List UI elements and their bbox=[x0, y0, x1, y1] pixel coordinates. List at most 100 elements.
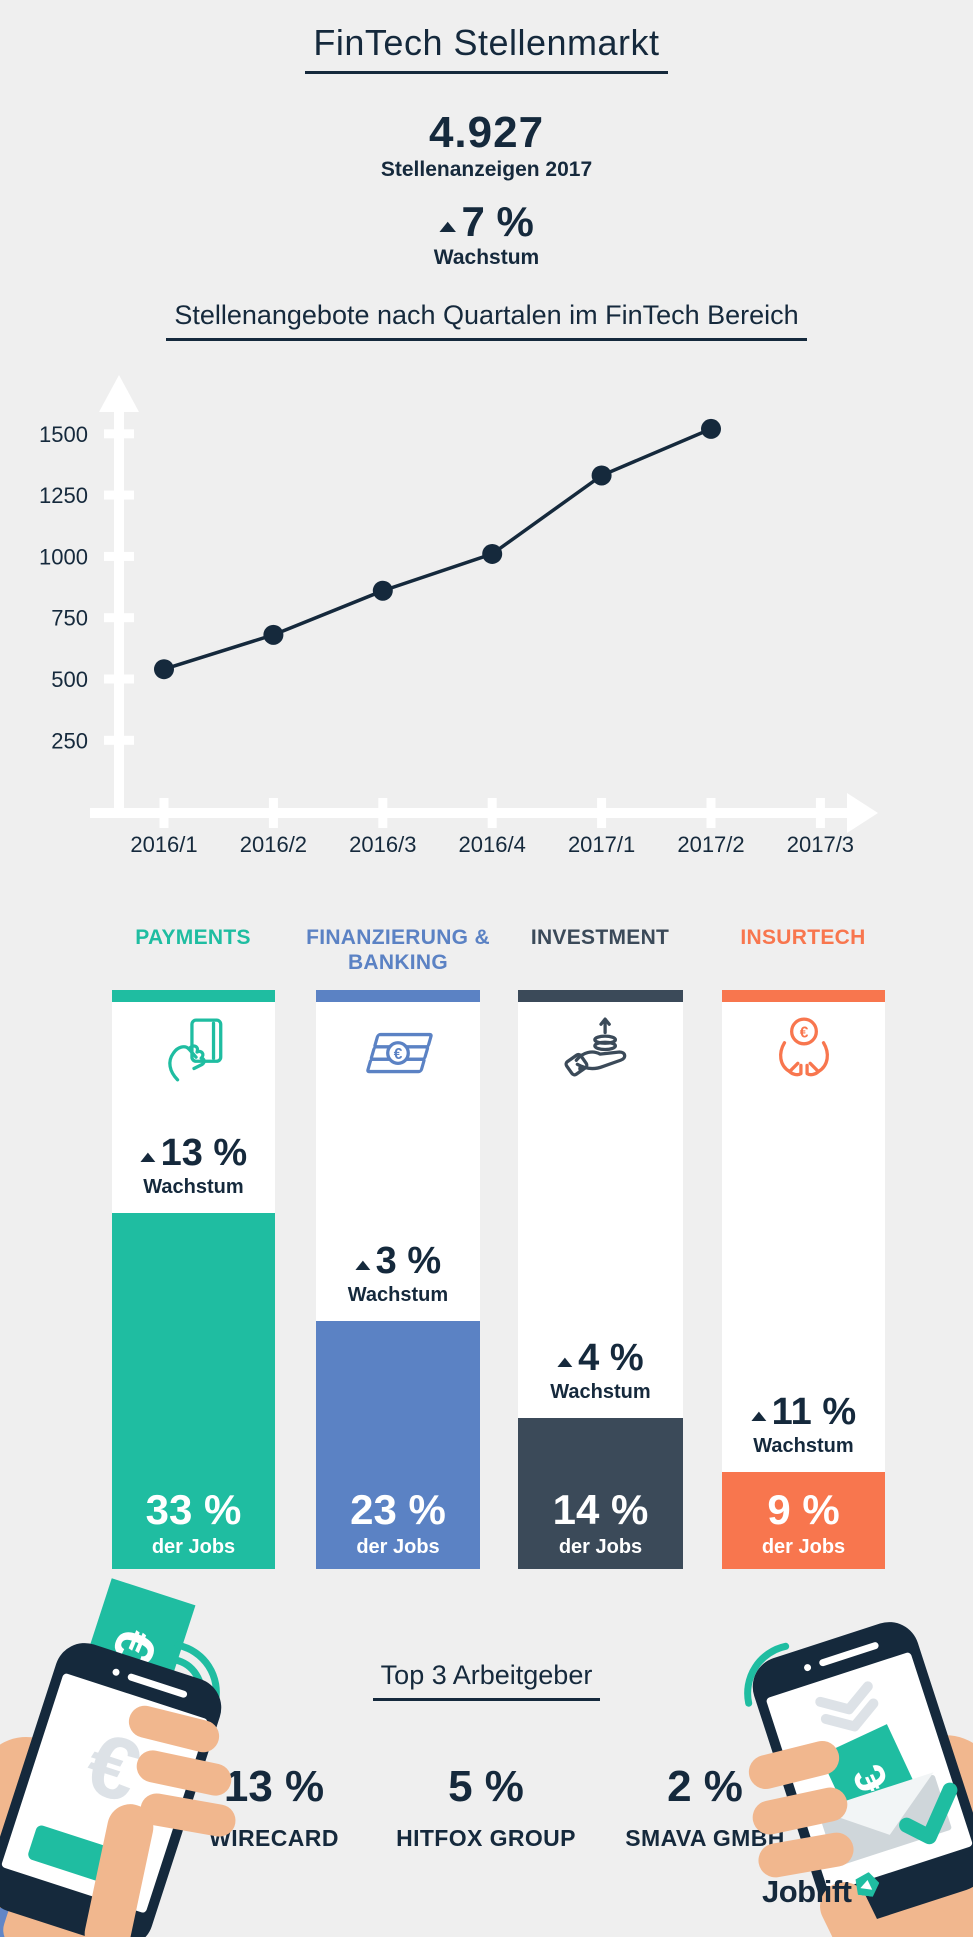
top-employers-title: Top 3 Arbeitgeber bbox=[372, 1660, 601, 1701]
camera-dot bbox=[111, 1667, 121, 1677]
up-arrow-icon: ▲ bbox=[433, 216, 462, 237]
category-header-payments: PAYMENTS bbox=[135, 926, 251, 949]
growth-label: Wachstum bbox=[347, 1284, 449, 1306]
category-cap bbox=[112, 990, 275, 1002]
checkmark-icon bbox=[899, 1782, 958, 1845]
speaker-bar bbox=[126, 1672, 188, 1699]
category-body: ▲13 % Wachstum 33 % der Jobs bbox=[112, 1002, 275, 1569]
category-header-insurtech: INSURTECH bbox=[740, 926, 866, 949]
chevron-down-icon bbox=[815, 1681, 879, 1732]
jobs-value: 23 % bbox=[350, 1486, 446, 1533]
jobs-value: 33 % bbox=[145, 1486, 242, 1533]
category-cap bbox=[316, 990, 480, 1002]
category-body: € ▲3 % Wachstum 23 % der Jobs bbox=[316, 1002, 480, 1569]
speaker-bar bbox=[818, 1641, 880, 1668]
svg-text:2017/3: 2017/3 bbox=[787, 832, 854, 857]
top-employers-title-row: Top 3 Arbeitgeber bbox=[0, 1660, 973, 1701]
jobs-label: der Jobs bbox=[151, 1536, 236, 1558]
growth-value: 11 % bbox=[771, 1391, 857, 1433]
smartphone: € bbox=[744, 1614, 973, 1934]
category-growth: ▲13 % Wachstum bbox=[112, 1134, 275, 1199]
category-growth: ▲4 % Wachstum bbox=[518, 1339, 683, 1404]
jobs-label: der Jobs bbox=[761, 1536, 846, 1558]
category-fill: 9 % der Jobs bbox=[722, 1472, 885, 1569]
svg-text:500: 500 bbox=[51, 667, 88, 692]
employer-hitfox: 5 % HITFOX GROUP bbox=[376, 1765, 596, 1852]
category-body: ▲4 % Wachstum 14 % der Jobs bbox=[518, 1002, 683, 1569]
joblift-logo: Joblift bbox=[762, 1876, 879, 1907]
phone-screen: € bbox=[765, 1651, 973, 1893]
phone-illustration-left: € € bbox=[0, 1578, 250, 1937]
employer-pct: 5 % bbox=[448, 1762, 524, 1811]
growth-label: Wachstum bbox=[753, 1435, 854, 1457]
svg-text:2016/1: 2016/1 bbox=[130, 832, 197, 857]
up-arrow-icon: ▲ bbox=[552, 1354, 578, 1372]
up-arrow-icon: ▲ bbox=[746, 1408, 772, 1426]
hand-coins-arrow-icon bbox=[563, 1014, 638, 1093]
total-jobs-value: 4.927 bbox=[428, 108, 545, 157]
growth-value: 3 % bbox=[375, 1240, 442, 1282]
svg-text:€: € bbox=[394, 1046, 403, 1063]
banknotes-icon: € bbox=[361, 1014, 435, 1093]
svg-text:2016/2: 2016/2 bbox=[240, 832, 307, 857]
envelope-icon: € bbox=[805, 1724, 958, 1868]
category-column-investment: ▲4 % Wachstum 14 % der Jobs bbox=[518, 990, 683, 1569]
employer-name: HITFOX GROUP bbox=[396, 1825, 576, 1851]
category-body: € ▲11 % Wachstum 9 % der Jobs bbox=[722, 1002, 885, 1569]
category-cap bbox=[722, 990, 885, 1002]
joblift-logo-text: Joblift bbox=[762, 1874, 852, 1909]
category-fill: 33 % der Jobs bbox=[112, 1213, 275, 1569]
up-arrow-icon: ▲ bbox=[135, 1149, 161, 1167]
phone-illustration-right: € bbox=[720, 1598, 973, 1937]
jobs-share: 23 % der Jobs bbox=[316, 1489, 480, 1559]
camera-dot bbox=[803, 1663, 812, 1672]
hands-euro-coin-icon: € bbox=[767, 1014, 841, 1093]
svg-text:1500: 1500 bbox=[39, 422, 88, 447]
jobs-value: 9 % bbox=[767, 1486, 840, 1533]
svg-text:2017/1: 2017/1 bbox=[568, 832, 635, 857]
category-header-banking: FINANZIERUNG & BANKING bbox=[306, 926, 490, 974]
hand-card-icon bbox=[157, 1014, 231, 1093]
quarterly-line-chart: 250 500 750 1000 1250 1500 2016/1 2016/2 2016/3 2… bbox=[39, 375, 878, 857]
jobs-value: 14 % bbox=[552, 1486, 649, 1533]
jobs-share: 14 % der Jobs bbox=[518, 1489, 683, 1559]
growth-value: 13 % bbox=[160, 1132, 248, 1174]
page-title-row: FinTech Stellenmarkt bbox=[0, 22, 973, 74]
category-cap bbox=[518, 990, 683, 1002]
svg-text:750: 750 bbox=[51, 606, 88, 631]
jobs-share: 33 % der Jobs bbox=[112, 1489, 275, 1559]
employer-pct: 2 % bbox=[667, 1762, 743, 1811]
total-growth: ▲7 % bbox=[0, 198, 973, 246]
category-column-payments: ▲13 % Wachstum 33 % der Jobs bbox=[112, 990, 275, 1569]
employer-pct: 13 % bbox=[223, 1762, 325, 1811]
svg-text:1000: 1000 bbox=[39, 544, 88, 569]
page-title: FinTech Stellenmarkt bbox=[305, 22, 668, 74]
growth-label: Wachstum bbox=[550, 1381, 651, 1403]
svg-text:250: 250 bbox=[51, 728, 88, 753]
chart-title: Stellenangebote nach Quartalen im FinTec… bbox=[166, 300, 807, 341]
svg-text:2016/3: 2016/3 bbox=[349, 832, 416, 857]
total-growth-label: Wachstum bbox=[433, 246, 540, 269]
jobs-label: der Jobs bbox=[356, 1536, 440, 1558]
svg-text:2016/4: 2016/4 bbox=[459, 832, 526, 857]
category-fill: 14 % der Jobs bbox=[518, 1418, 683, 1569]
total-growth-value: 7 % bbox=[461, 198, 534, 245]
category-header-investment: INVESTMENT bbox=[530, 926, 670, 949]
growth-value: 4 % bbox=[578, 1337, 644, 1379]
jobs-share: 9 % der Jobs bbox=[722, 1489, 885, 1559]
employer-wirecard: 13 % WIRECARD bbox=[164, 1765, 384, 1852]
category-fill: 23 % der Jobs bbox=[316, 1321, 480, 1569]
svg-text:1250: 1250 bbox=[39, 483, 88, 508]
up-arrow-icon: ▲ bbox=[350, 1257, 376, 1275]
category-growth: ▲3 % Wachstum bbox=[316, 1242, 480, 1307]
jobs-label: der Jobs bbox=[558, 1536, 643, 1558]
category-growth: ▲11 % Wachstum bbox=[722, 1393, 885, 1458]
svg-text:€: € bbox=[799, 1025, 808, 1042]
total-jobs-label: Stellenanzeigen 2017 bbox=[380, 158, 593, 181]
category-column-banking: € ▲3 % Wachstum 23 % der Jobs bbox=[316, 990, 480, 1569]
chart-title-row: Stellenangebote nach Quartalen im FinTec… bbox=[0, 300, 973, 341]
category-column-insurtech: € ▲11 % Wachstum 9 % der Jobs bbox=[722, 990, 885, 1569]
growth-label: Wachstum bbox=[143, 1176, 244, 1198]
svg-text:2017/2: 2017/2 bbox=[677, 832, 744, 857]
